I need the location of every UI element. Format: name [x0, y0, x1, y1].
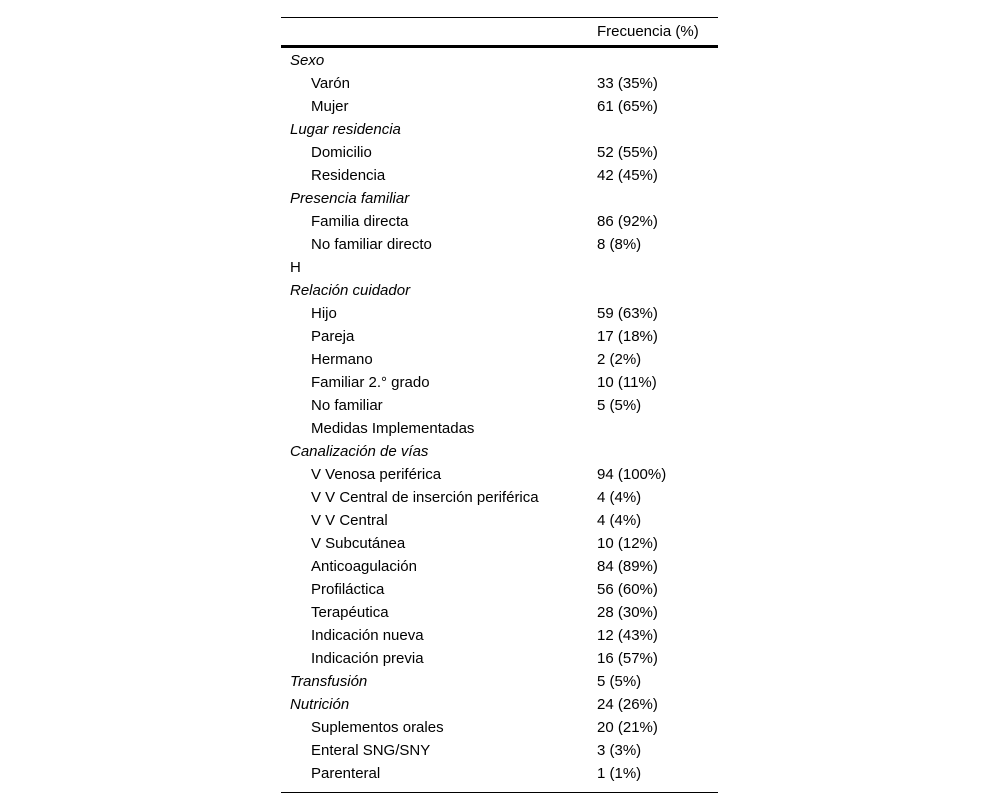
table-row: Terapéutica 28 (30%)	[281, 601, 718, 624]
row-value: 20 (21%)	[597, 718, 658, 736]
row-value: 10 (11%)	[597, 373, 657, 391]
table-header-row: Frecuencia (%)	[281, 18, 718, 45]
row-label: Indicación previa	[311, 649, 424, 667]
table-row: Familiar 2.° grado 10 (11%)	[281, 371, 718, 394]
row-label: Suplementos orales	[311, 718, 444, 736]
row-label: Varón	[311, 74, 350, 92]
table-row: V Subcutánea 10 (12%)	[281, 532, 718, 555]
row-label: V Venosa periférica	[311, 465, 442, 483]
table-row: Lugar residencia	[281, 118, 718, 141]
row-label: V V Central	[311, 511, 388, 529]
row-value: 94 (100%)	[597, 465, 667, 483]
table-rule-top	[281, 17, 718, 19]
table-row: Presencia familiar	[281, 187, 718, 210]
row-value: 10 (12%)	[597, 534, 658, 552]
row-label: V V Central de inserción periférica	[311, 488, 539, 506]
row-label: Profiláctica	[311, 580, 385, 598]
row-value: 56 (60%)	[597, 580, 658, 598]
table-row: Canalización de vías	[281, 440, 718, 463]
row-label: Transfusión	[290, 672, 368, 690]
table-row: Suplementos orales 20 (21%)	[281, 716, 718, 739]
row-label: Pareja	[311, 327, 355, 345]
row-value: 28 (30%)	[597, 603, 658, 621]
row-label: Domicilio	[311, 143, 372, 161]
table-row: Relación cuidador	[281, 279, 718, 302]
row-value: 12 (43%)	[597, 626, 658, 644]
row-value: 61 (65%)	[597, 97, 658, 115]
row-label: Enteral SNG/SNY	[311, 741, 431, 759]
row-value: 4 (4%)	[597, 511, 642, 529]
table-row: Transfusión 5 (5%)	[281, 670, 718, 693]
row-label: Terapéutica	[311, 603, 389, 621]
table-row: Sexo	[281, 49, 718, 72]
table-row: H	[281, 256, 718, 279]
row-label: Lugar residencia	[290, 120, 401, 138]
row-value: 8 (8%)	[597, 235, 642, 253]
row-label: No familiar	[311, 396, 383, 414]
row-label: Parenteral	[311, 764, 381, 782]
row-label: No familiar directo	[311, 235, 432, 253]
row-value: 17 (18%)	[597, 327, 658, 345]
table-row: Mujer 61 (65%)	[281, 95, 718, 118]
row-label: Relación cuidador	[290, 281, 411, 299]
table-row: Profiláctica 56 (60%)	[281, 578, 718, 601]
table-row: Enteral SNG/SNY 3 (3%)	[281, 739, 718, 762]
row-value: 52 (55%)	[597, 143, 658, 161]
row-value: 1 (1%)	[597, 764, 642, 782]
column-header-frequency: Frecuencia (%)	[597, 23, 699, 41]
row-label: Familiar 2.° grado	[311, 373, 430, 391]
row-label: Indicación nueva	[311, 626, 424, 644]
row-label: Familia directa	[311, 212, 409, 230]
row-label: Sexo	[290, 51, 325, 69]
row-value: 24 (26%)	[597, 695, 658, 713]
row-label: Medidas Implementadas	[311, 419, 475, 437]
row-label: V Subcutánea	[311, 534, 406, 552]
table-bottom-spacer	[281, 785, 718, 792]
table-row: No familiar directo 8 (8%)	[281, 233, 718, 256]
row-value: 84 (89%)	[597, 557, 658, 575]
row-label: Anticoagulación	[311, 557, 417, 575]
table-row: Nutrición 24 (26%)	[281, 693, 718, 716]
row-value: 5 (5%)	[597, 672, 642, 690]
table-row: V Venosa periférica 94 (100%)	[281, 463, 718, 486]
table-row: Residencia 42 (45%)	[281, 164, 718, 187]
row-value: 33 (35%)	[597, 74, 658, 92]
row-label: Residencia	[311, 166, 386, 184]
table-row: Indicación previa 16 (57%)	[281, 647, 718, 670]
row-value: 59 (63%)	[597, 304, 658, 322]
row-label: H	[290, 258, 301, 276]
table-row: Domicilio 52 (55%)	[281, 141, 718, 164]
row-value: 42 (45%)	[597, 166, 658, 184]
row-value: 16 (57%)	[597, 649, 658, 667]
table-row: Indicación nueva 12 (43%)	[281, 624, 718, 647]
row-value: 4 (4%)	[597, 488, 642, 506]
table-row: V V Central de inserción periférica 4 (4%…	[281, 486, 718, 509]
table-rule-bottom	[281, 791, 718, 794]
row-value: 2 (2%)	[597, 350, 642, 368]
table-row: Varón 33 (35%)	[281, 72, 718, 95]
table-rule-under-header	[281, 45, 718, 48]
row-label: Nutrición	[290, 695, 350, 713]
table-row: Hermano 2 (2%)	[281, 348, 718, 371]
table-row: Medidas Implementadas	[281, 417, 718, 440]
row-label: Hermano	[311, 350, 373, 368]
table-row: Familia directa 86 (92%)	[281, 210, 718, 233]
table-row: Anticoagulación 84 (89%)	[281, 555, 718, 578]
table-row: V V Central 4 (4%)	[281, 509, 718, 532]
table-row: Parenteral 1 (1%)	[281, 762, 718, 785]
table-row: Hijo 59 (63%)	[281, 302, 718, 325]
row-label: Mujer	[311, 97, 349, 115]
row-label: Presencia familiar	[290, 189, 410, 207]
row-label: Hijo	[311, 304, 337, 322]
frequency-table: Frecuencia (%) Sexo Varón 33 (35%) Mujer 61 …	[281, 17, 718, 794]
row-label: Canalización de vías	[290, 442, 429, 460]
row-value: 3 (3%)	[597, 741, 642, 759]
table-row: No familiar 5 (5%)	[281, 394, 718, 417]
table-row: Pareja 17 (18%)	[281, 325, 718, 348]
row-value: 86 (92%)	[597, 212, 658, 230]
table-body: Sexo Varón 33 (35%) Mujer 61 (65%) Lugar resi…	[281, 48, 718, 785]
row-value: 5 (5%)	[597, 396, 642, 414]
